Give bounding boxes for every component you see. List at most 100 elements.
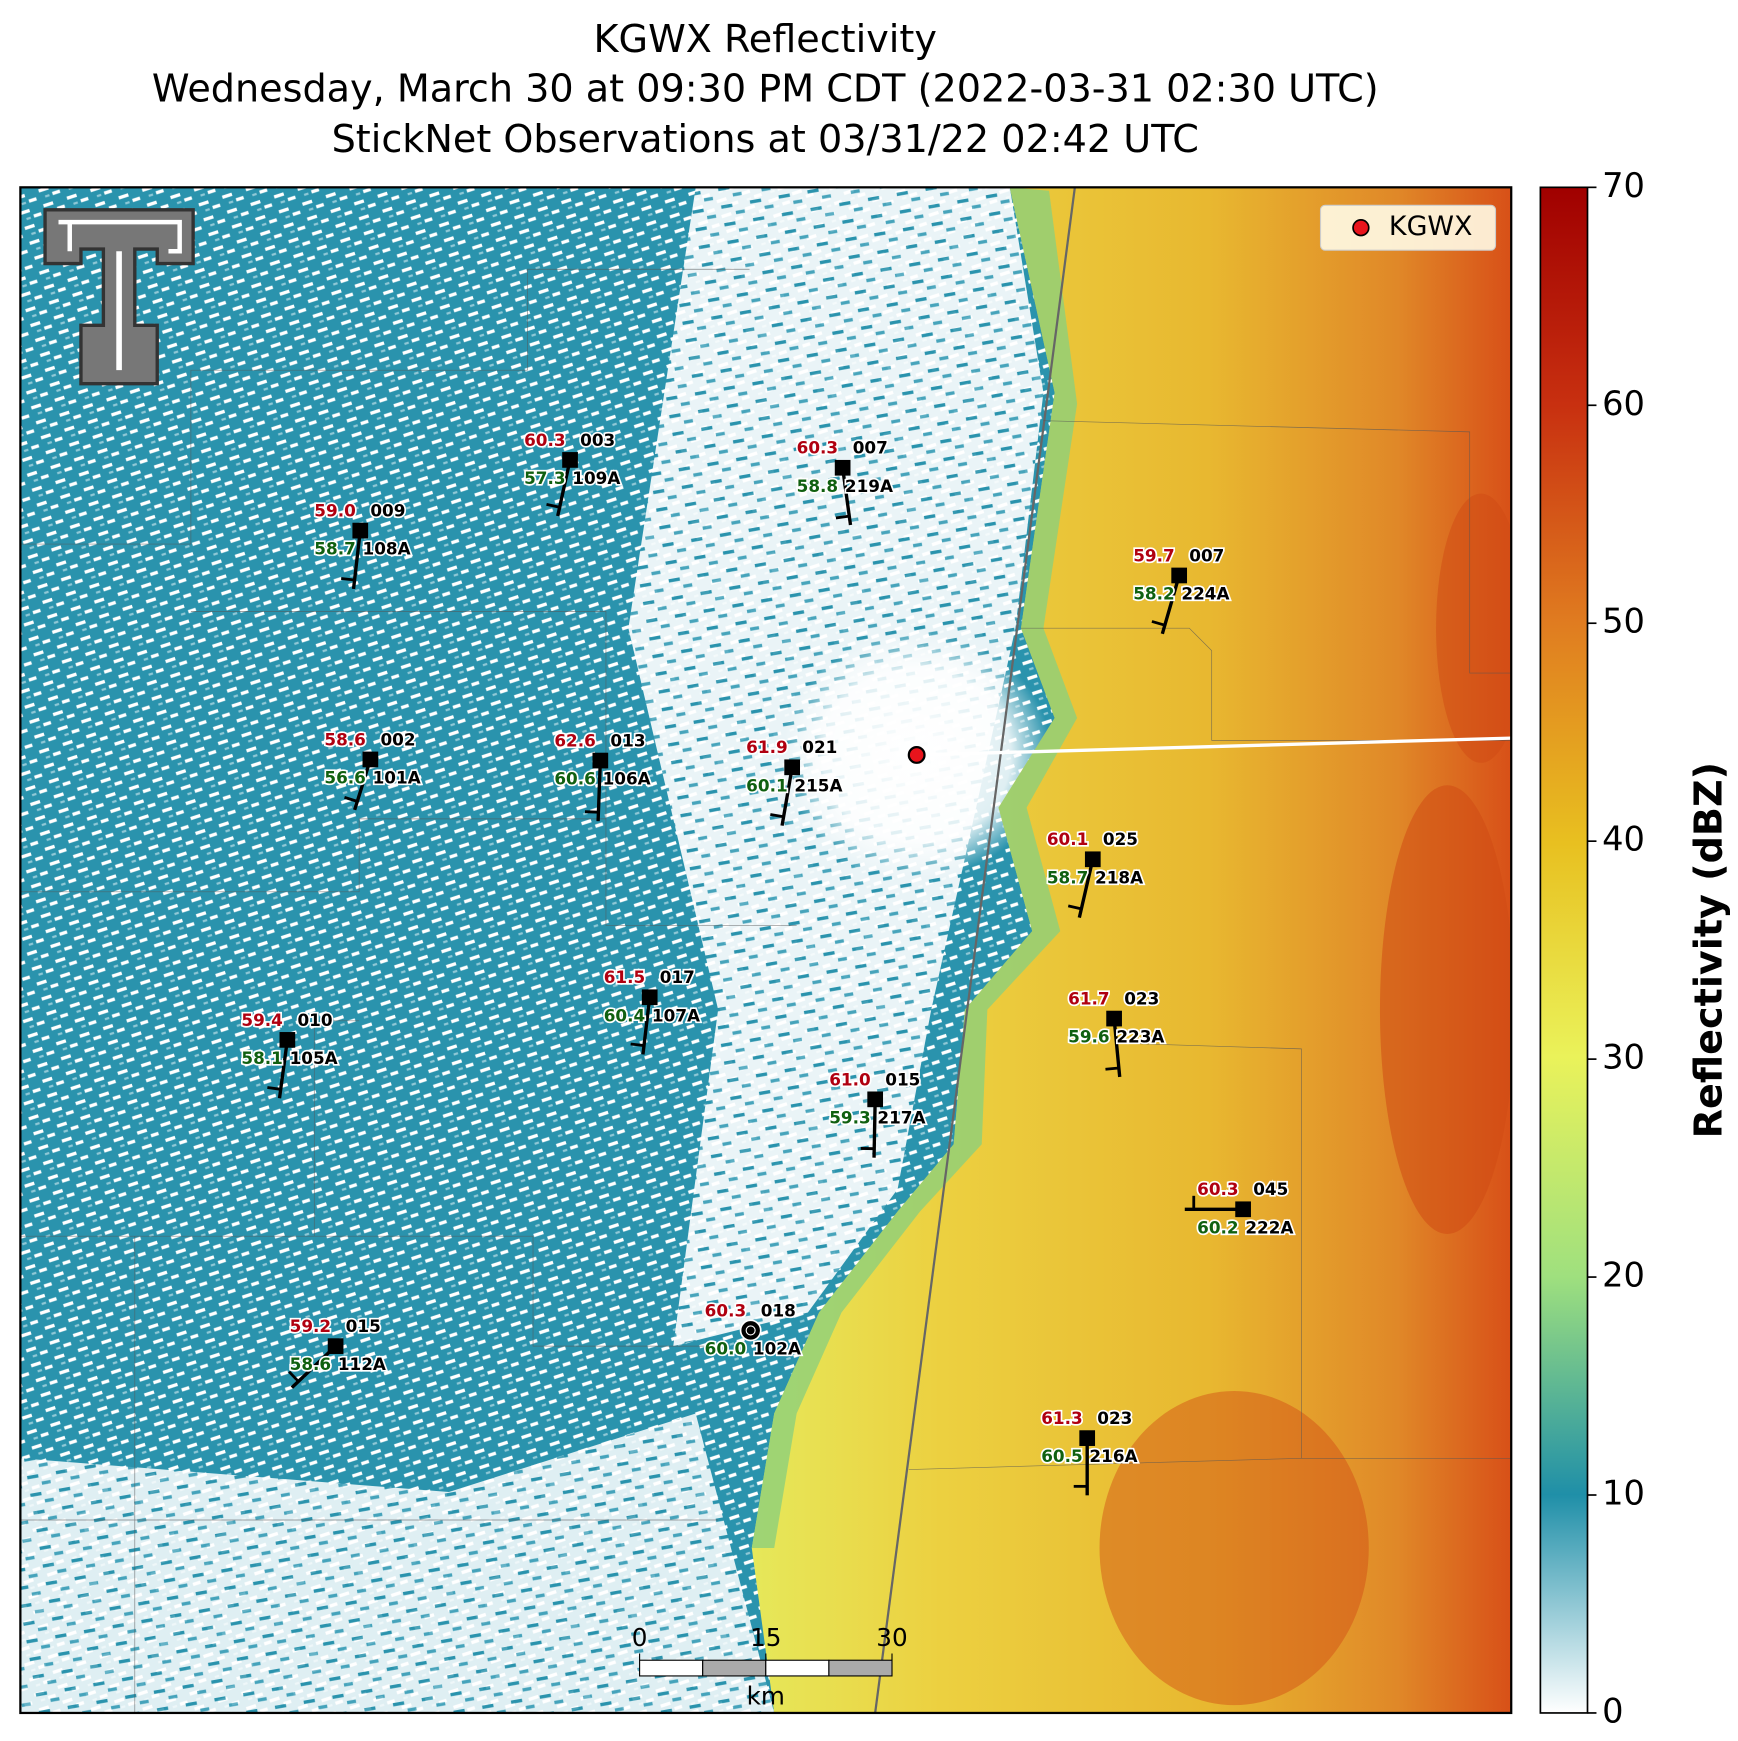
colorbar-axis: 0 10 20 30 40 50 60 70	[1587, 166, 1645, 1730]
colorbar-tick-label: 60	[1602, 384, 1645, 423]
temperature: 60.1	[1047, 829, 1088, 849]
temperature: 59.2	[290, 1316, 331, 1336]
station: 60.3 018 60.0 102A	[703, 1299, 803, 1361]
state-line	[874, 187, 1076, 1713]
temperature: 60.3	[1197, 1179, 1238, 1199]
station-code: 023	[1124, 989, 1159, 1009]
dewpoint: 60.4	[604, 1005, 645, 1025]
station: 61.0 015 59.3 217A	[828, 1068, 927, 1158]
barb-tick	[835, 514, 850, 520]
temperature: 58.6	[324, 729, 365, 749]
barb-tick	[546, 502, 560, 509]
temperature: 59.0	[314, 501, 355, 521]
legend-label: KGWX	[1389, 211, 1473, 242]
dewpoint: 59.3	[829, 1107, 870, 1127]
station-marker	[834, 459, 851, 476]
station-id: 215A	[794, 775, 842, 795]
station-id: 109A	[572, 468, 620, 488]
station-id: 219A	[845, 476, 893, 496]
station-marker	[641, 989, 658, 1006]
legend-box	[1319, 204, 1497, 251]
county-lines	[20, 268, 1512, 1713]
storm-echo	[751, 187, 1512, 1713]
scale-tick-label: 15	[750, 1623, 781, 1652]
scale-tick-label: 30	[876, 1623, 907, 1652]
scale-segment	[828, 1659, 893, 1677]
radar-map: 59.0 009 58.7 108A 60.3 003 57.3 109A 60.3 007 58.…	[20, 187, 1512, 1713]
legend: KGWX	[1319, 204, 1497, 251]
colorbar-tick-label: 40	[1602, 820, 1645, 859]
barb-tick	[630, 1042, 645, 1047]
station-code: 045	[1253, 1179, 1288, 1199]
barb-tick	[1105, 1066, 1119, 1071]
station-marker	[784, 759, 801, 776]
station-id: 106A	[603, 769, 651, 789]
temperature: 61.7	[1068, 989, 1109, 1009]
station-id: 107A	[652, 1005, 700, 1025]
calm-ring	[745, 1325, 756, 1336]
temperature: 60.3	[524, 430, 565, 450]
wind-barb	[353, 758, 372, 811]
colorbar	[1539, 186, 1589, 1714]
station-code: 007	[1189, 545, 1224, 565]
station-code: 025	[1103, 829, 1138, 849]
station: 62.6 013 60.6 106A	[553, 729, 652, 822]
wind-barb	[1160, 575, 1181, 635]
dewpoint: 60.5	[1041, 1446, 1082, 1466]
title-line: Wednesday, March 30 at 09:30 PM CDT (202…	[152, 66, 1379, 110]
station: 59.7 007 58.2 224A	[1132, 544, 1231, 635]
stations: 59.0 009 58.7 108A 60.3 003 57.3 109A 60.3 007 58.…	[240, 428, 1295, 1496]
station-code: 023	[1097, 1408, 1132, 1428]
station-code: 015	[885, 1069, 920, 1089]
scale-unit: km	[747, 1681, 785, 1710]
scale-segment	[765, 1659, 830, 1677]
core	[1099, 1391, 1369, 1706]
dewpoint: 57.3	[524, 468, 565, 488]
station: 60.3 007 58.8 219A	[795, 436, 895, 526]
station-id: 108A	[363, 539, 411, 559]
core	[1436, 493, 1512, 763]
radial-artifact	[916, 736, 1512, 757]
scale-segment	[639, 1659, 704, 1677]
logo	[43, 208, 195, 386]
station-marker	[1079, 1430, 1096, 1446]
station-code: 007	[853, 438, 888, 458]
wind-barb	[277, 1039, 290, 1099]
temperature: 60.3	[797, 438, 838, 458]
station-id: 217A	[877, 1107, 925, 1127]
station: 58.6 002 56.6 101A	[323, 728, 422, 811]
dewpoint: 58.8	[797, 476, 838, 496]
title-line: KGWX Reflectivity	[594, 17, 937, 61]
station-code: 009	[370, 501, 405, 521]
station: 59.0 009 58.7 108A	[313, 499, 412, 590]
map-frame	[19, 186, 1513, 1715]
dewpoint: 60.6	[554, 769, 595, 789]
temperature: 59.7	[1133, 545, 1174, 565]
radar-site	[907, 745, 926, 764]
dewpoint: 59.6	[1068, 1027, 1109, 1047]
colorbar-tick-label: 20	[1602, 1256, 1645, 1295]
station-code: 003	[580, 430, 615, 450]
barb-tick	[267, 1086, 281, 1091]
colorbar-tick-label: 30	[1602, 1038, 1645, 1077]
station: 61.5 017 60.4 107A	[602, 966, 702, 1055]
station-id: 222A	[1245, 1217, 1293, 1237]
station: 59.4 010 58.1 105A	[240, 1008, 339, 1099]
station-marker	[362, 751, 379, 768]
station: 60.3 045 60.2 222A	[1184, 1178, 1295, 1239]
station-marker	[1106, 1010, 1122, 1027]
station-id: 112A	[338, 1354, 386, 1374]
station-id: 216A	[1089, 1446, 1137, 1466]
dewpoint: 58.6	[290, 1354, 331, 1374]
station-marker	[327, 1338, 344, 1354]
sparse-echo	[20, 1413, 775, 1713]
wind-barb	[780, 767, 794, 826]
station: 61.9 021 60.1 215A	[745, 736, 844, 826]
station: 61.3 023 60.5 216A	[1040, 1406, 1139, 1496]
wind-barb	[840, 467, 853, 526]
colorbar-tick-label: 10	[1602, 1474, 1645, 1513]
temperature: 59.4	[241, 1010, 282, 1030]
colorbar-tick-label: 70	[1602, 166, 1645, 205]
wind-barb	[1077, 858, 1095, 918]
wind-barb	[872, 1099, 877, 1158]
